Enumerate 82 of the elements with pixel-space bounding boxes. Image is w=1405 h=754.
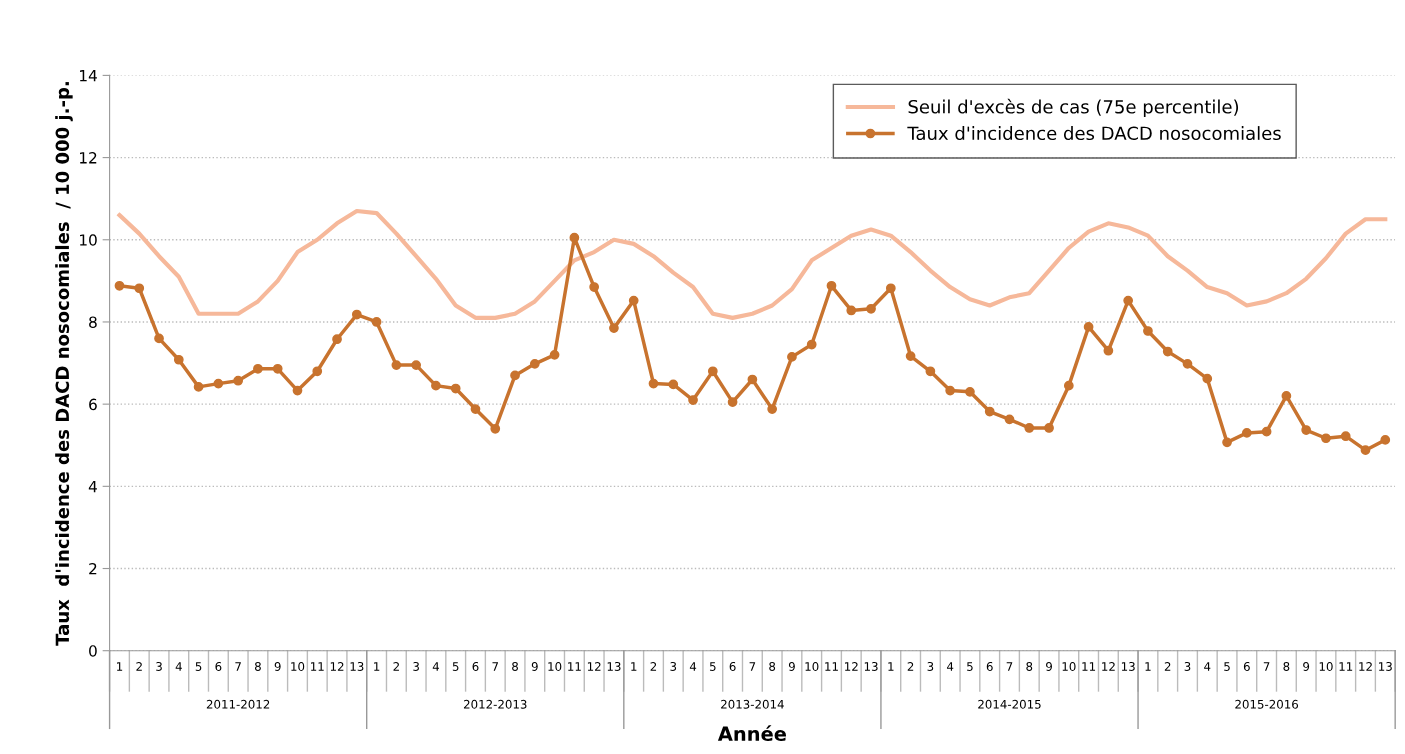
text: 2014-2015 [978,699,1041,709]
x-tick-label: 5 [452,662,459,671]
text: 2015-2016 [1235,699,1299,709]
x-tick-label: 1 [1145,662,1151,671]
x-tick-label: 4 [689,662,697,671]
x-tick-label: 4 [946,662,954,671]
x-tick-label: 12 [330,662,344,671]
x-tick-label: 7 [749,662,756,671]
x-tick-label: 13 [864,662,878,671]
x-tick-label: 4 [175,662,182,671]
x-tick-label: 9 [274,662,281,671]
x-tick-label: 2 [136,662,142,671]
y-tick-label: 0 [89,645,97,657]
x-tick-label: 11 [1082,662,1096,671]
text: 2013-2014 [721,699,784,709]
y-axis-title: Taux d'incidence des DACD nosocomiales / 10 000 j.-p. [55,82,73,646]
legend-label: Seuil d'excès de cas (75e percentile) [908,98,1239,118]
x-tick-label: 11 [568,662,581,671]
x-tick-label: 11 [1339,662,1353,671]
x-tick-label: 13 [1121,662,1135,671]
y-tick-label: 12 [80,152,97,164]
x-tick-label: 6 [729,662,736,671]
x-tick-label: 1 [374,662,380,671]
x-tick-label: 13 [607,662,621,671]
x-tick-label: 9 [1303,662,1310,671]
y-tick-label: 4 [88,481,97,493]
x-tick-label: 1 [888,662,894,671]
x-tick-label: 10 [548,662,562,671]
x-tick-label: 5 [709,662,716,671]
x-tick-label: 2 [650,662,657,671]
x-tick-label: 4 [432,662,440,671]
y-tick-label: 14 [80,70,97,82]
x-axis-title: Année [717,725,786,742]
text: 2011-2012 [206,699,270,709]
x-tick-label: 12 [1359,662,1372,671]
x-tick-label: 10 [805,662,819,671]
x-tick-label: 8 [512,662,518,671]
x-tick-label: 9 [788,662,795,671]
x-tick-label: 11 [311,662,324,671]
x-tick-label: 3 [670,662,677,671]
x-tick-label: 9 [1046,662,1052,671]
x-tick-label: 5 [1224,662,1230,671]
x-tick-label: 2 [1164,662,1171,671]
x-tick-label: 6 [986,662,993,671]
x-tick-label: 6 [472,662,479,671]
x-tick-label: 1 [631,662,637,671]
x-tick-label: 7 [492,662,499,671]
x-tick-label: 8 [1283,662,1290,671]
x-tick-label: 8 [1026,662,1033,671]
y-tick-label: 6 [89,398,97,411]
x-tick-label: 9 [531,662,538,671]
x-tick-label: 10 [1062,662,1076,671]
x-tick-label: 8 [769,662,776,671]
y-tick-label: 2 [89,562,97,575]
x-tick-label: 2 [393,662,399,671]
x-tick-label: 5 [195,662,202,671]
x-tick-label: 3 [927,662,934,671]
x-tick-label: 12 [1102,662,1115,671]
x-tick-label: 7 [235,662,241,671]
x-tick-label: 3 [1184,662,1191,671]
x-tick-label: 10 [291,662,305,671]
x-tick-label: 3 [156,662,162,671]
x-tick-label: 12 [845,662,858,671]
x-tick-label: 10 [1319,662,1333,671]
x-tick-label: 1 [117,662,123,671]
x-tick-label: 8 [254,662,261,671]
x-tick-label: 12 [587,662,601,671]
legend-label: Taux d'incidence des DACD nosocomiales [907,126,1281,141]
text: 2012-2013 [463,699,527,709]
x-tick-label: 13 [1379,662,1392,671]
x-tick-label: 6 [215,662,222,671]
x-tick-label: 6 [1243,662,1250,671]
y-tick-label: 8 [89,316,97,328]
x-tick-label: 3 [413,662,419,671]
y-tick-label: 10 [80,234,97,246]
x-tick-label: 13 [350,662,364,671]
x-tick-label: 11 [825,662,838,671]
x-tick-label: 7 [1006,662,1013,671]
x-tick-label: 4 [1204,662,1211,671]
x-tick-label: 2 [907,662,914,671]
x-tick-label: 7 [1263,662,1270,671]
x-tick-label: 5 [967,662,973,671]
